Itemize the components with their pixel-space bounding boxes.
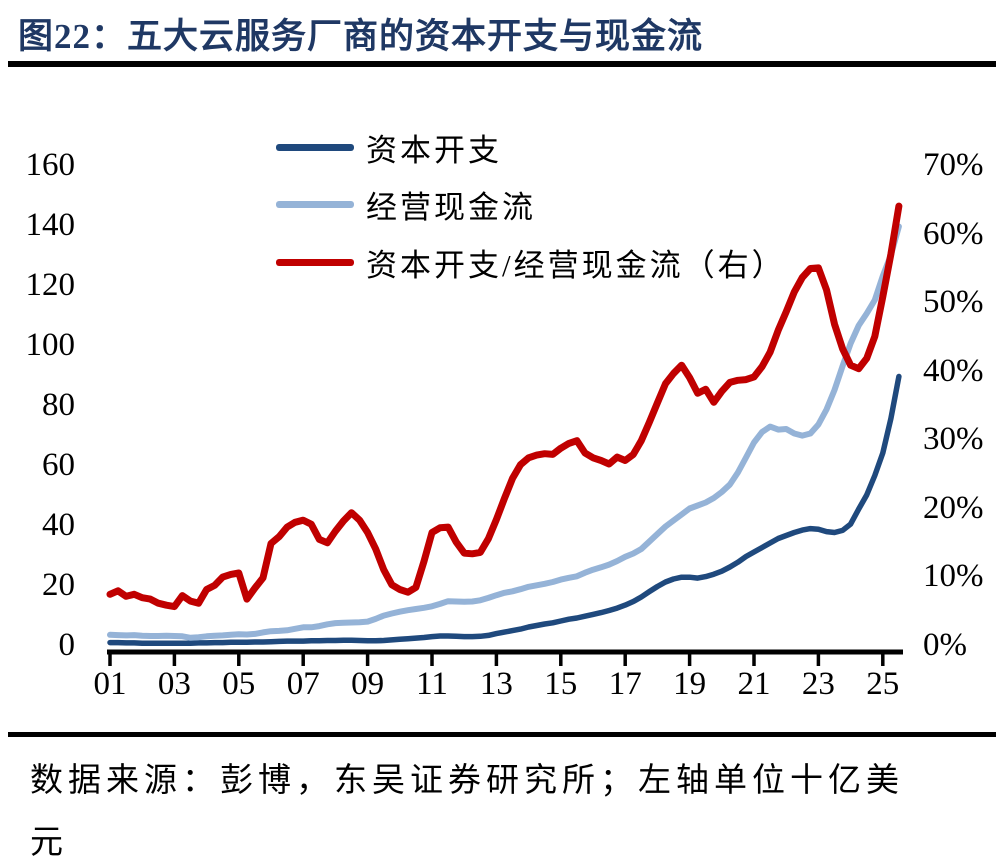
legend-label-capex: 资本开支 xyxy=(366,132,502,168)
x-axis-tick-label: 13 xyxy=(479,666,513,702)
source-note-line2: 元 xyxy=(30,825,68,858)
legend-label-ratio: 资本开支/经营现金流（右） xyxy=(366,247,786,283)
legend-item-ocf: 经营现金流 xyxy=(276,186,536,225)
x-axis-tick-label: 01 xyxy=(93,666,127,702)
y-axis-tick-label: 60% xyxy=(923,215,984,252)
x-axis-labels: 01 03 05 07 09 11 13 15 17 19 21 23 25 xyxy=(0,664,1004,706)
ocf-line-swatch-icon xyxy=(276,200,354,208)
legend-item-ratio: 资本开支/经营现金流（右） xyxy=(276,244,786,283)
capex-line-swatch-icon xyxy=(276,143,354,151)
title-rule xyxy=(8,61,996,67)
y-axis-tick-label: 0 xyxy=(58,627,76,663)
x-axis-tick-label: 11 xyxy=(416,666,448,702)
x-axis-tick-label: 21 xyxy=(737,666,771,702)
y-axis-tick-label: 50% xyxy=(923,284,984,321)
legend-item-capex: 资本开支 xyxy=(276,129,502,168)
y-axis-tick-label: 60 xyxy=(42,447,75,483)
x-axis-tick-label: 03 xyxy=(157,666,191,702)
footer-rule xyxy=(8,732,996,737)
y-axis-tick-label: 20% xyxy=(923,489,984,526)
y-axis-tick-label: 140 xyxy=(25,207,76,243)
ratio-line-swatch-icon xyxy=(276,258,354,266)
x-axis-tick-label: 07 xyxy=(286,666,320,702)
y-axis-tick-label: 20 xyxy=(42,567,75,603)
x-axis-tick-label: 25 xyxy=(866,666,900,702)
x-axis-tick-label: 23 xyxy=(801,666,835,702)
y-axis-tick-label: 100 xyxy=(25,327,76,363)
legend-label-ocf: 经营现金流 xyxy=(366,189,536,225)
right-axis-labels: 70% 60% 50% 40% 30% 20% 10% 0% xyxy=(923,0,1003,730)
y-axis-tick-label: 70% xyxy=(923,147,984,183)
y-axis-tick-label: 120 xyxy=(25,267,76,303)
y-axis-tick-label: 40% xyxy=(923,352,984,389)
y-axis-tick-label: 160 xyxy=(25,147,76,183)
x-axis-tick-label: 19 xyxy=(673,666,707,702)
left-axis-labels: 160 140 120 100 80 60 40 20 0 xyxy=(0,0,76,730)
y-axis-tick-label: 0% xyxy=(923,627,967,663)
series-line-0 xyxy=(107,373,902,646)
chart-plot xyxy=(106,202,903,666)
x-axis-tick-label: 09 xyxy=(351,666,385,702)
x-axis-tick-label: 17 xyxy=(608,666,642,702)
y-axis-tick-label: 10% xyxy=(923,558,984,595)
series-line-1 xyxy=(107,223,902,641)
y-axis-tick-label: 80 xyxy=(42,387,75,423)
source-note-line1: 数据来源：彭博，东吴证券研究所；左轴单位十亿美 xyxy=(30,763,904,799)
y-axis-tick-label: 30% xyxy=(923,421,984,458)
y-axis-tick-label: 40 xyxy=(42,507,75,543)
source-note: 数据来源：彭博，东吴证券研究所；左轴单位十亿美 元 xyxy=(30,750,980,858)
x-axis-tick-label: 05 xyxy=(222,666,256,702)
figure-title: 图22：五大云服务厂商的资本开支与现金流 xyxy=(18,17,704,56)
x-axis-tick-label: 15 xyxy=(544,666,578,702)
